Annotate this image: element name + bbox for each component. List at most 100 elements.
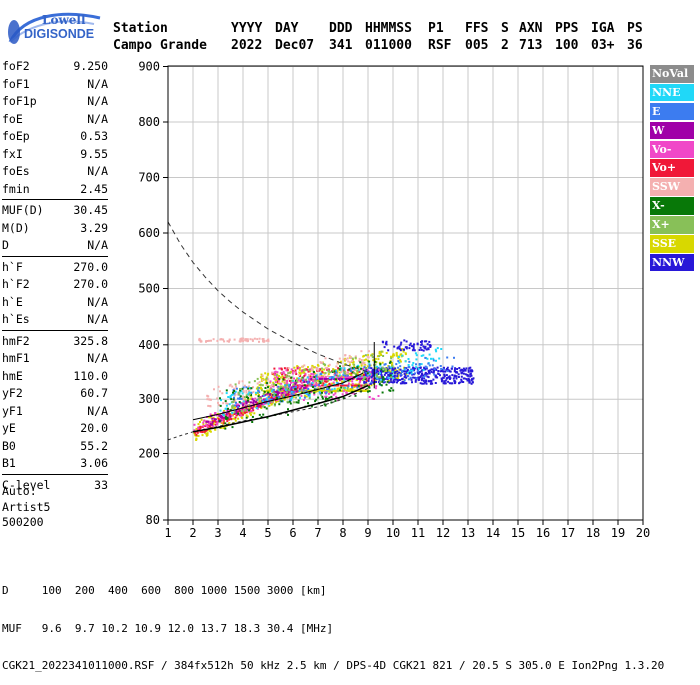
echo-point [212,338,215,341]
echo-point [351,357,354,360]
echo-point [370,367,373,370]
echo-point [280,389,283,391]
echo-point [233,411,236,414]
param-row: D N/A [2,237,108,255]
echo-point [250,413,252,416]
echo-point [307,380,310,383]
echo-point [356,371,359,374]
echo-point [227,407,229,410]
echo-point [314,372,317,375]
echo-point [308,383,311,386]
echo-point [282,378,285,381]
echo-point [376,355,379,358]
echo-point [208,425,211,428]
echo-point [239,402,242,405]
echo-point [275,384,278,386]
echo-point [362,389,365,392]
echo-point [242,409,245,412]
echo-point [339,360,342,363]
echo-point [325,397,327,400]
echo-point [210,398,212,401]
echo-point [303,390,306,393]
echo-point [308,368,311,371]
echo-point [202,425,205,427]
echo-point [308,392,311,395]
echo-point [301,385,304,388]
echo-point [340,386,343,389]
echo-point [427,348,430,351]
echo-point [254,393,257,396]
echo-point [395,352,398,355]
echo-point [428,340,431,343]
echo-point [401,371,403,373]
legend-item-x-: X- [650,197,694,215]
echo-point [340,367,343,370]
echo-point [252,402,255,404]
echo-point [264,372,267,375]
echo-point [327,370,330,373]
echo-point [218,418,221,421]
echo-point [341,378,344,380]
echo-point [307,402,309,405]
echo-point [364,389,367,392]
echo-point [403,372,406,375]
header-p1-value: RSF [428,38,452,53]
echo-point [194,431,197,434]
echo-point [421,377,424,380]
ionogram-chart: 1 2 3 4 5 6 7 8 9 10 11 12 13 14 15 16 17 18 19 20802003004… [138,60,650,541]
echo-point [267,340,270,343]
echo-point [392,353,395,356]
y-tick-label: 200 [138,447,160,461]
echo-point [462,369,465,372]
echo-point [209,423,212,426]
echo-point [354,394,357,397]
echo-point [216,414,218,417]
echo-point [229,413,231,416]
echo-point [440,380,443,383]
echo-point [195,427,198,430]
echo-point [333,389,336,392]
echo-point [359,379,362,382]
echo-point [345,376,348,379]
echo-point [374,377,377,380]
echo-point [414,367,416,370]
echo-point [354,355,357,358]
echo-point [273,404,276,407]
echo-point [354,383,357,386]
param-value: 270.0 [73,259,108,274]
echo-point [288,400,291,403]
echo-point [336,372,339,375]
echo-point [421,372,423,375]
echo-point [370,376,373,379]
echo-point [368,386,371,389]
echo-point [387,371,390,374]
echo-point [337,382,340,385]
echo-point [407,358,410,360]
echo-point [226,402,229,405]
echo-point [257,390,260,392]
echo-point [195,439,198,441]
echo-point [340,389,343,392]
echo-point [272,385,275,388]
echo-point [434,348,437,351]
echo-point [248,393,251,396]
echo-point [225,389,228,392]
param-value: N/A [87,238,108,252]
echo-point [270,388,273,391]
echo-point [363,359,366,362]
echo-point [222,424,225,427]
echo-point [241,404,244,407]
echo-point [242,397,245,400]
echo-point [225,412,228,415]
echo-point [347,382,350,385]
echo-point [271,372,274,375]
echo-point [386,369,389,372]
echo-point [296,386,299,389]
echo-point [367,354,370,357]
echo-point [212,425,214,428]
echo-point [397,357,400,360]
echo-point [280,387,283,390]
echo-point [365,381,367,384]
echo-point [289,380,291,382]
echo-point [357,384,360,387]
